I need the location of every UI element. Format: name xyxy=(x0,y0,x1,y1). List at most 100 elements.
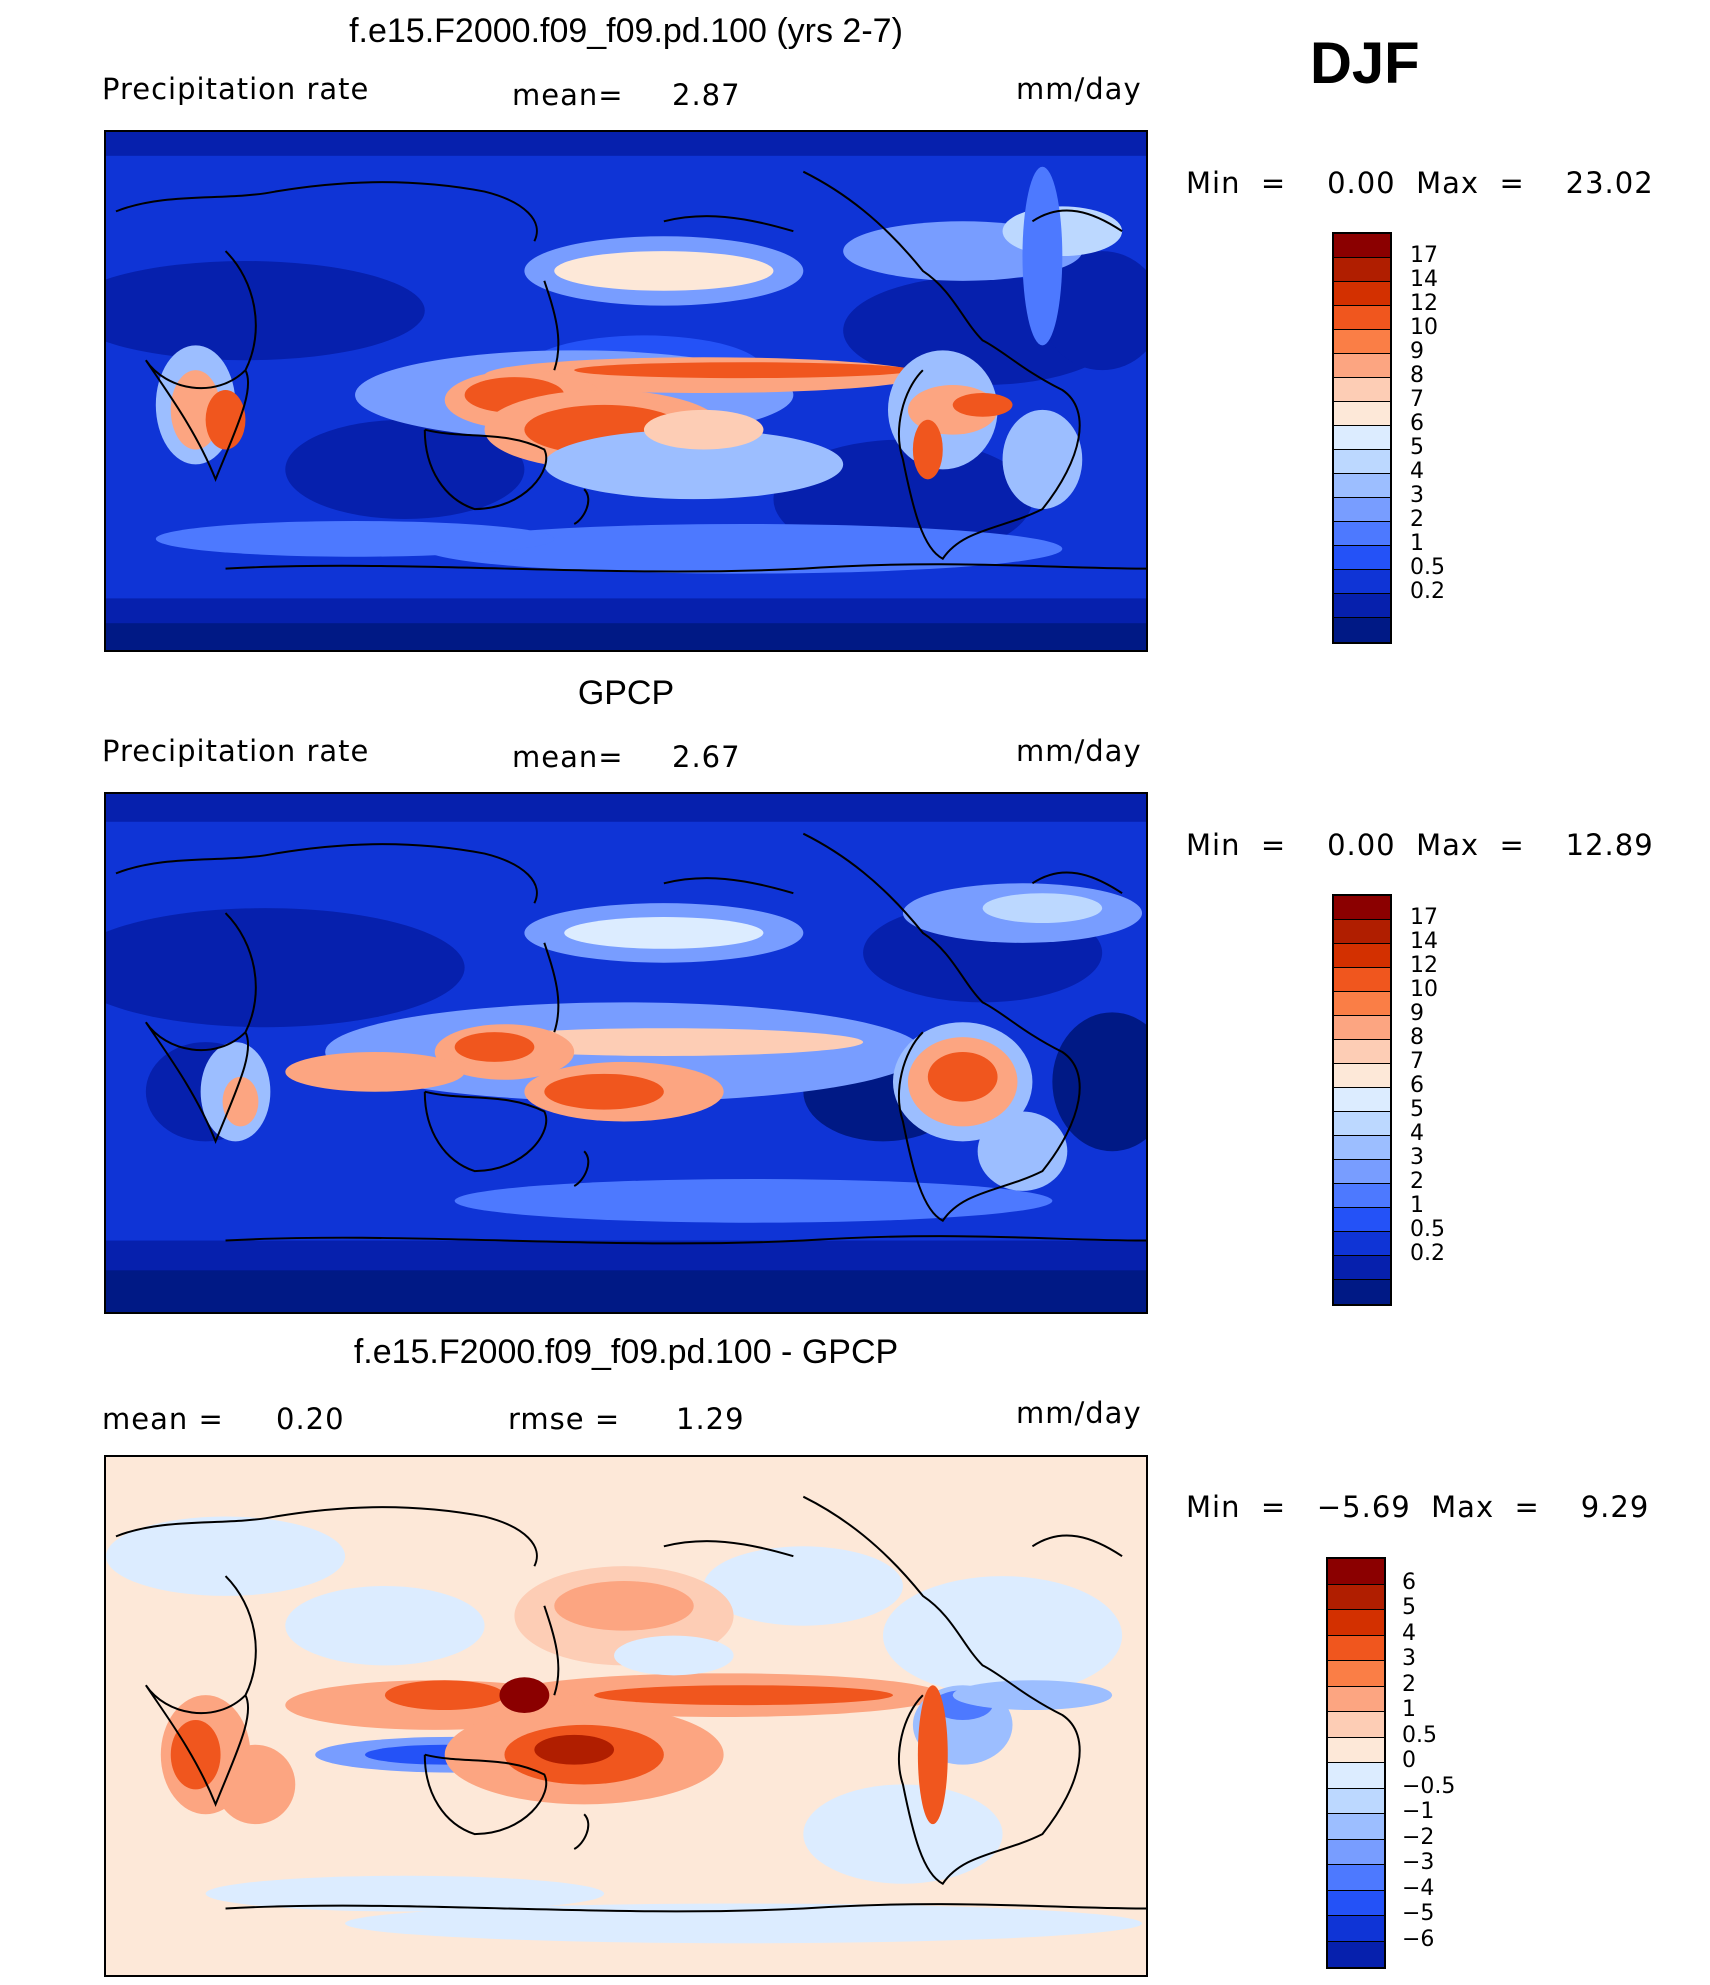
season-label: DJF xyxy=(1310,31,1420,96)
model-colorbar-swatch xyxy=(1334,594,1390,618)
diff-colorbar-swatch xyxy=(1328,1559,1384,1585)
diff-colorbar-swatch xyxy=(1328,1941,1384,1967)
diff-colorbar-swatch xyxy=(1328,1763,1384,1789)
diff-colorbar-swatch xyxy=(1328,1788,1384,1814)
model-colorbar-tick-label: 14 xyxy=(1410,267,1438,292)
diff-colorbar-swatch xyxy=(1328,1661,1384,1687)
obs-colorbar-tick-label: 1 xyxy=(1410,1193,1424,1218)
diff-colorbar-swatch xyxy=(1328,1686,1384,1712)
panel-model-colorbar xyxy=(1332,232,1392,644)
panel-diff-map xyxy=(104,1455,1148,1977)
model-colorbar-swatch xyxy=(1334,282,1390,306)
model-colorbar-tick-label: 0.2 xyxy=(1410,579,1445,604)
model-colorbar-tick-label: 9 xyxy=(1410,339,1424,364)
diff-colorbar-tick-label: −0.5 xyxy=(1402,1773,1456,1799)
diff-colorbar-tick-label: −4 xyxy=(1402,1875,1435,1901)
panel-obs-units: mm/day xyxy=(1016,734,1142,768)
obs-colorbar-tick-label: 3 xyxy=(1410,1145,1424,1170)
obs-colorbar-swatch xyxy=(1334,1232,1390,1256)
panel-model-units: mm/day xyxy=(1016,72,1142,106)
obs-colorbar-tick-label: 0.2 xyxy=(1410,1241,1445,1266)
obs-colorbar-tick-label: 8 xyxy=(1410,1025,1424,1050)
panel-diff-mean-label: mean = xyxy=(102,1402,224,1436)
model-colorbar-swatch xyxy=(1334,450,1390,474)
model-colorbar-swatch xyxy=(1334,402,1390,426)
model-colorbar-tick-label: 5 xyxy=(1410,435,1424,460)
model-colorbar-tick-label: 12 xyxy=(1410,291,1438,316)
obs-colorbar-swatch xyxy=(1334,920,1390,944)
diff-colorbar-tick-label: 2 xyxy=(1402,1671,1416,1697)
diff-colorbar-swatch xyxy=(1328,1584,1384,1610)
model-colorbar-swatch xyxy=(1334,378,1390,402)
model-colorbar-swatch xyxy=(1334,546,1390,570)
model-colorbar-swatch xyxy=(1334,570,1390,594)
diff-colorbar-tick-label: 6 xyxy=(1402,1569,1416,1595)
diff-colorbar-tick-label: 0 xyxy=(1402,1748,1416,1773)
panel-diff-colorbar xyxy=(1326,1557,1386,1969)
panel-diff-units: mm/day xyxy=(1016,1396,1142,1430)
diff-colorbar-swatch xyxy=(1328,1890,1384,1916)
model-colorbar-tick-label: 6 xyxy=(1410,411,1424,436)
model-colorbar-tick-label: 4 xyxy=(1410,459,1424,484)
panel-model-variable-label: Precipitation rate xyxy=(102,72,370,106)
panel-obs-colorbar xyxy=(1332,894,1392,1306)
obs-colorbar-swatch xyxy=(1334,968,1390,992)
panel-diff-rmse-value: 1.29 xyxy=(676,1402,745,1436)
obs-colorbar-tick-label: 10 xyxy=(1410,977,1438,1002)
panel-model-mean-label: mean= xyxy=(512,78,624,112)
diff-colorbar-swatch xyxy=(1328,1814,1384,1840)
panel-diff-title: f.e15.F2000.f09_f09.pd.100 - GPCP xyxy=(353,1333,899,1371)
diff-colorbar-swatch xyxy=(1328,1712,1384,1738)
diff-colorbar-swatch xyxy=(1328,1865,1384,1891)
obs-colorbar-swatch xyxy=(1334,1184,1390,1208)
obs-colorbar-swatch xyxy=(1334,944,1390,968)
model-colorbar-tick-label: 17 xyxy=(1410,243,1438,268)
panel-diff-rmse-label: rmse = xyxy=(508,1402,621,1436)
panel-obs-map xyxy=(104,792,1148,1314)
obs-colorbar-tick-label: 14 xyxy=(1410,929,1438,954)
model-colorbar-tick-label: 0.5 xyxy=(1410,555,1445,580)
obs-colorbar-swatch xyxy=(1334,1256,1390,1280)
obs-colorbar-tick-label: 6 xyxy=(1410,1073,1424,1098)
diff-colorbar-tick-label: 0.5 xyxy=(1402,1722,1437,1748)
diff-colorbar-tick-label: 5 xyxy=(1402,1595,1416,1620)
obs-colorbar-tick-label: 0.5 xyxy=(1410,1217,1445,1242)
obs-colorbar-tick-label: 7 xyxy=(1410,1049,1424,1074)
obs-colorbar-swatch xyxy=(1334,1040,1390,1064)
panel-model-title: f.e15.F2000.f09_f09.pd.100 (yrs 2-7) xyxy=(349,12,903,50)
panel-obs-minmax: Min = 0.00 Max = 12.89 xyxy=(1186,828,1654,862)
model-colorbar-swatch xyxy=(1334,306,1390,330)
obs-colorbar-tick-label: 5 xyxy=(1410,1097,1424,1122)
model-colorbar-tick-label: 8 xyxy=(1410,363,1424,388)
panel-diff-mean-value: 0.20 xyxy=(276,1402,345,1436)
model-colorbar-swatch xyxy=(1334,234,1390,258)
diff-colorbar-tick-label: 4 xyxy=(1402,1620,1416,1646)
obs-colorbar-swatch xyxy=(1334,1160,1390,1184)
panel-model-mean-value: 2.87 xyxy=(672,78,741,112)
model-colorbar-swatch xyxy=(1334,354,1390,378)
obs-colorbar-swatch xyxy=(1334,1280,1390,1304)
model-colorbar-swatch xyxy=(1334,258,1390,282)
obs-colorbar-tick-label: 4 xyxy=(1410,1121,1424,1146)
diff-colorbar-swatch xyxy=(1328,1635,1384,1661)
obs-colorbar-tick-label: 9 xyxy=(1410,1001,1424,1026)
model-colorbar-tick-label: 7 xyxy=(1410,387,1424,412)
panel-model-minmax: Min = 0.00 Max = 23.02 xyxy=(1186,166,1654,200)
panel-obs-title: GPCP xyxy=(577,674,675,712)
obs-colorbar-tick-label: 12 xyxy=(1410,953,1438,978)
model-colorbar-tick-label: 2 xyxy=(1410,507,1424,532)
model-colorbar-swatch xyxy=(1334,474,1390,498)
obs-colorbar-swatch xyxy=(1334,1112,1390,1136)
diff-colorbar-swatch xyxy=(1328,1737,1384,1763)
obs-colorbar-swatch xyxy=(1334,1208,1390,1232)
panel-model-map xyxy=(104,130,1148,652)
obs-colorbar-tick-label: 17 xyxy=(1410,905,1438,930)
model-colorbar-tick-label: 10 xyxy=(1410,315,1438,340)
diff-colorbar-swatch xyxy=(1328,1610,1384,1636)
model-colorbar-swatch xyxy=(1334,498,1390,522)
diff-colorbar-tick-label: −3 xyxy=(1402,1850,1435,1875)
panel-obs-variable-label: Precipitation rate xyxy=(102,734,370,768)
panel-diff-minmax: Min = −5.69 Max = 9.29 xyxy=(1186,1490,1650,1524)
model-colorbar-tick-label: 3 xyxy=(1410,483,1424,508)
panel-obs-mean-value: 2.67 xyxy=(672,740,741,774)
